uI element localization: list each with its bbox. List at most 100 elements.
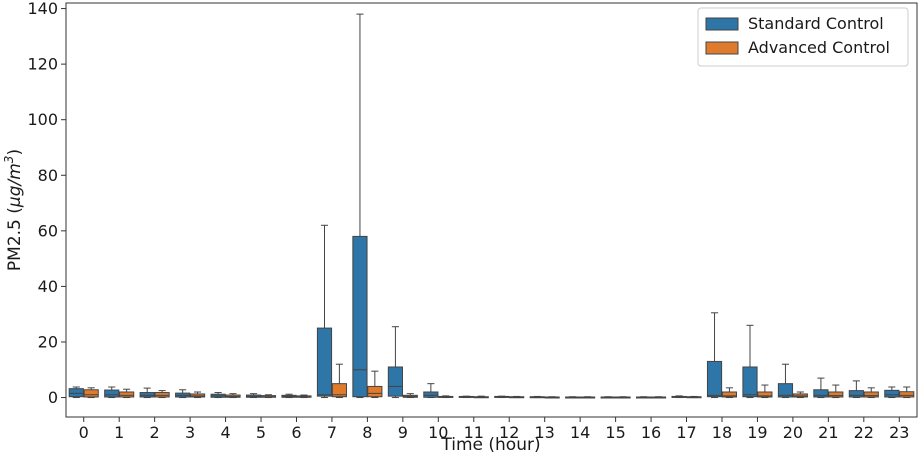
x-tick-label: 18 [712, 423, 732, 442]
box-standard-hour-12 [494, 395, 510, 399]
box-advanced-hour-17 [686, 395, 702, 399]
box-standard-hour-2 [139, 387, 155, 399]
box-iqr [331, 383, 347, 398]
box-iqr [757, 391, 773, 398]
box-standard-hour-4 [210, 392, 226, 399]
legend-entry-label: Advanced Control [748, 38, 890, 57]
box-standard-hour-17 [671, 395, 687, 399]
box-advanced-hour-4 [225, 393, 241, 399]
box-iqr [139, 392, 155, 398]
y-tick-label: 0 [48, 388, 58, 407]
box-iqr [104, 389, 120, 398]
box-iqr [884, 389, 900, 398]
box-standard-hour-16 [636, 396, 652, 399]
x-tick-label: 0 [79, 423, 89, 442]
box-advanced-hour-19 [757, 384, 773, 399]
box-iqr [352, 235, 368, 398]
x-axis-label: Time (hour) [440, 435, 540, 452]
x-tick-label: 5 [256, 423, 266, 442]
box-advanced-hour-16 [650, 396, 667, 399]
box-advanced-hour-21 [828, 384, 844, 399]
box-iqr [828, 391, 844, 398]
plot-area [65, 2, 918, 418]
box-iqr [423, 391, 439, 398]
box-standard-hour-5 [245, 393, 262, 399]
x-tick-label: 15 [605, 423, 625, 442]
box-advanced-hour-1 [119, 388, 135, 399]
x-tick-label: 14 [570, 423, 590, 442]
box-advanced-hour-20 [792, 391, 808, 399]
box-iqr [777, 383, 794, 398]
legend: Standard Control Advanced Control [697, 7, 909, 67]
box-standard-hour-7 [316, 224, 333, 399]
box-standard-hour-13 [529, 395, 545, 399]
x-tick-label: 20 [783, 423, 803, 442]
box-iqr [83, 389, 99, 398]
x-tick-label: 23 [889, 423, 909, 442]
box-standard-hour-15 [600, 396, 616, 399]
box-standard-hour-1 [104, 386, 120, 399]
box-iqr [119, 391, 135, 398]
box-standard-hour-11 [458, 395, 474, 399]
x-tick-label: 16 [641, 423, 661, 442]
box-advanced-hour-5 [260, 394, 277, 399]
box-iqr [721, 391, 738, 398]
x-tick-label: 12 [499, 423, 519, 442]
x-tick-label: 6 [291, 423, 301, 442]
box-standard-hour-8 [352, 13, 368, 399]
x-tick-label: 9 [398, 423, 408, 442]
legend-swatch [705, 41, 739, 55]
x-tick-label: 13 [535, 423, 555, 442]
box-standard-hour-19 [742, 324, 758, 399]
x-tick-label: 10 [428, 423, 448, 442]
x-tick-label: 7 [327, 423, 337, 442]
legend-frame [697, 7, 909, 67]
x-axis: 0 1 2 3 4 5 6 7 8 9 10 11 12 13 14 15 16 17 18 19 20 21 22 23 [79, 417, 909, 442]
box-advanced-hour-22 [863, 387, 879, 399]
x-tick-label: 19 [747, 423, 767, 442]
box-advanced-hour-8 [367, 370, 383, 399]
plot-frame [65, 2, 918, 418]
box-standard-hour-9 [387, 326, 403, 399]
box-advanced-hour-14 [580, 396, 596, 399]
y-tick-label: 140 [27, 0, 58, 18]
legend-swatch [705, 17, 739, 31]
box-advanced-hour-2 [154, 390, 170, 399]
y-tick-label: 60 [38, 221, 58, 240]
x-tick-label: 4 [220, 423, 230, 442]
box-iqr [813, 389, 829, 398]
x-tick-label: 17 [676, 423, 696, 442]
box-standard-hour-0 [68, 386, 84, 399]
legend-entry-label: Standard Control [748, 14, 884, 33]
box-advanced-hour-12 [509, 395, 525, 399]
y-tick-label: 40 [38, 277, 58, 296]
box-standard-hour-14 [565, 396, 581, 399]
box-iqr [863, 391, 879, 398]
box-iqr [387, 366, 403, 397]
box-advanced-hour-6 [296, 394, 312, 399]
box-iqr [68, 388, 84, 398]
box-advanced-hour-7 [331, 363, 347, 399]
box-advanced-hour-10 [438, 395, 454, 399]
box-iqr [706, 360, 723, 398]
box-advanced-hour-3 [189, 391, 206, 399]
box-advanced-hour-15 [615, 396, 631, 399]
box-standard-hour-18 [706, 312, 723, 399]
box-advanced-hour-23 [899, 386, 915, 399]
y-axis: 0 20 40 60 80 100 120 140 [27, 0, 66, 407]
box-iqr [367, 385, 383, 398]
x-tick-label: 11 [464, 423, 484, 442]
y-tick-label: 80 [38, 166, 58, 185]
box-standard-hour-3 [175, 389, 191, 399]
y-tick-label: 120 [27, 55, 58, 74]
box-advanced-hour-13 [544, 396, 560, 399]
y-tick-label: 100 [27, 110, 58, 129]
x-tick-label: 1 [114, 423, 124, 442]
box-standard-hour-6 [281, 393, 297, 399]
box-standard-hour-22 [848, 380, 864, 399]
x-tick-label: 3 [185, 423, 195, 442]
box-advanced-hour-9 [402, 393, 418, 399]
x-tick-label: 22 [854, 423, 874, 442]
box-standard-hour-21 [813, 377, 829, 399]
